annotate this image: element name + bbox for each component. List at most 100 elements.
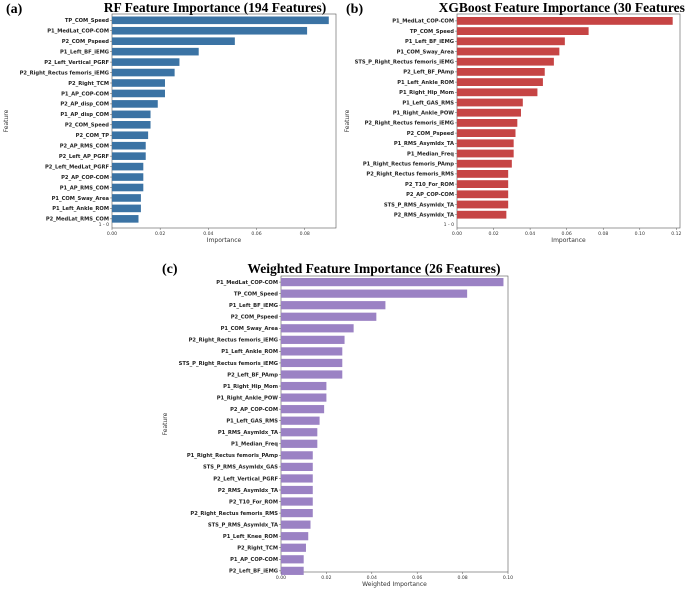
bar: [281, 312, 377, 321]
y-tick-label: P1_Left_Ankle_ROM: [221, 349, 278, 355]
y-tick-label: P2_Right_Rectus femoris_iEMG: [365, 121, 454, 127]
y-tick-label: P1_MedLat_COP-COM: [216, 280, 278, 286]
y-tick-label: P2_Left_AP_PGRF: [59, 154, 110, 160]
y-tick-label: STS_P_Right_Rectus femoris_iEMG: [355, 60, 454, 66]
bar: [112, 204, 141, 213]
y-tick-extra: 1 - 0: [99, 222, 110, 228]
bar: [457, 78, 543, 86]
y-tick-label: P2_AP_COP-COM: [61, 175, 109, 181]
x-tick-label: 0.02: [488, 231, 498, 237]
bar: [457, 119, 518, 127]
bar: [281, 566, 304, 575]
y-tick-label: P1_AP_disp_COM: [60, 112, 109, 118]
bar: [457, 17, 673, 25]
y-tick-label: P1_AP_COP-COM: [230, 557, 278, 563]
y-tick-label: P1_Median_Freq: [231, 442, 278, 448]
chart-b-title: XGBoost Feature Importance (30 Features): [439, 0, 685, 15]
bar: [281, 324, 354, 333]
bar: [457, 37, 565, 46]
x-tick-label: 0.06: [562, 231, 572, 237]
x-axis-label: Importance: [207, 237, 242, 244]
chart-a: TP_COM_Speed P1_MedLat_COP-COM P2_COM_Pspe…: [3, 13, 337, 244]
y-tick-label: P2_RMS_AsymIdx_TA: [218, 488, 278, 494]
y-tick-label: P2_T10_For_ROM: [229, 499, 278, 505]
y-tick-label: P2_Right_TCM: [68, 81, 109, 87]
y-axis-label: Feature: [162, 412, 169, 435]
bar: [281, 335, 345, 344]
bar: [112, 121, 151, 129]
x-axis-label: Importance: [551, 237, 586, 244]
y-tick-label: P2_COM_TP: [76, 133, 110, 139]
x-tick-label: 0.10: [503, 575, 513, 581]
y-tick-label: P2_RMS_AsymIdx_TA: [394, 213, 454, 219]
y-tick-label: P1_RMS_AsymIdx_TA: [394, 141, 454, 147]
y-tick-label: P1_Left_BF_iEMG: [405, 39, 454, 45]
bar: [457, 68, 545, 76]
panel-label-b: (b): [346, 2, 363, 17]
y-tick-label: P1_Left_BF_iEMG: [60, 49, 109, 55]
y-tick-label: STS_P_Right_Rectus femoris_iEMG: [179, 361, 278, 367]
y-tick-label: P2_T10_For_ROM: [405, 182, 454, 188]
y-tick-label: P2_COM_Pspeed: [62, 39, 110, 45]
bar: [281, 381, 327, 391]
x-tick-label: 0.04: [367, 575, 377, 581]
chart-c: P1_MedLat_COP-COM TP_COM_Speed P1_Left_BF_…: [162, 275, 513, 588]
y-tick-extra: 1 - 0: [444, 222, 455, 228]
bar: [281, 497, 313, 506]
x-tick-label: 0.08: [457, 575, 467, 581]
bar: [281, 416, 320, 425]
x-tick-label: 0.00: [276, 575, 286, 581]
bar: [281, 301, 386, 310]
y-tick-label: P1_Left_Knee_ROM: [223, 534, 278, 540]
x-tick-label: 0.08: [598, 231, 608, 237]
y-tick-label: P1_Right_Ankle_POW: [393, 111, 455, 117]
y-tick-label: P1_COM_Sway_Area: [397, 49, 455, 55]
bar: [112, 131, 149, 140]
chart-c-title: Weighted Feature Importance (26 Features…: [248, 261, 501, 276]
bar: [281, 520, 311, 529]
bar: [281, 543, 306, 552]
bar: [112, 173, 144, 181]
bar: [457, 98, 523, 107]
y-tick-label: P2_Right_Rectus femoris_iEMG: [20, 70, 109, 76]
y-tick-label: TP_COM_Speed: [234, 291, 278, 297]
chart-a-title: RF Feature Importance (194 Features): [104, 0, 326, 15]
bar: [112, 141, 146, 150]
bar: [457, 129, 516, 137]
bar: [112, 89, 165, 98]
bar: [281, 474, 313, 483]
y-tick-label: STS_P_RMS_AsymIdx_TA: [208, 522, 278, 528]
y-tick-label: P2_Left_MedLat_PGRF: [45, 164, 109, 170]
bar: [281, 370, 343, 379]
y-tick-label: P2_AP_COP-COM: [230, 407, 278, 413]
y-tick-label: P1_Left_BF_iEMG: [229, 303, 278, 309]
bar: [112, 194, 141, 202]
y-tick-label: P2_COM_Pspeed: [231, 315, 279, 321]
bar: [281, 358, 343, 368]
bar: [281, 485, 313, 495]
y-tick-label: P2_COM_Speed: [65, 123, 109, 129]
bar: [457, 27, 589, 35]
x-tick-label: 0.06: [251, 231, 261, 237]
bar: [281, 405, 325, 414]
y-tick-label: P2_Right_Rectus femoris_RMS: [366, 172, 454, 178]
x-axis-label: Weighted Importance: [362, 581, 427, 588]
y-tick-label: P2_Left_Vertical_PGRF: [213, 476, 278, 482]
y-tick-label: STS_P_RMS_AsymIdx_TA: [384, 202, 454, 208]
bar: [457, 149, 514, 158]
bar: [457, 190, 509, 199]
bar: [281, 532, 309, 541]
y-axis-label: Feature: [344, 109, 351, 132]
bar: [112, 215, 139, 223]
y-axis-label: Feature: [3, 109, 10, 132]
y-tick-label: TP_COM_Speed: [410, 29, 454, 35]
y-tick-label: P2_Right_TCM: [237, 546, 278, 552]
y-tick-label: P1_COM_Sway_Area: [52, 196, 110, 202]
y-tick-label: STS_P_RMS_AsymIdx_GAS: [203, 465, 278, 471]
bar: [112, 58, 180, 66]
bar: [457, 88, 538, 97]
bar: [112, 37, 235, 45]
bar: [457, 159, 512, 168]
bar: [457, 210, 507, 219]
y-tick-label: P1_Right_Rectus femoris_PAmp: [187, 453, 278, 459]
